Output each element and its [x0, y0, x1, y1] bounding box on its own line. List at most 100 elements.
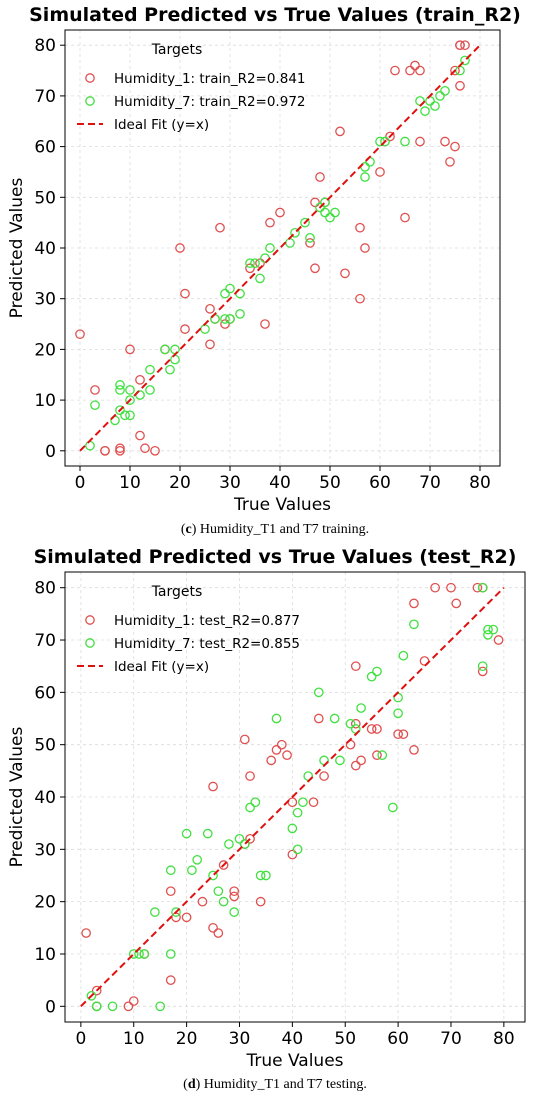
data-point-humidity-7: [220, 314, 230, 324]
data-point-humidity-1: [415, 136, 425, 147]
data-point-humidity-1: [245, 771, 255, 781]
data-point-humidity-1: [356, 755, 366, 766]
y-tick-label: 60: [34, 683, 56, 703]
data-point-humidity-7: [255, 273, 265, 284]
legend-entry-label: Ideal Fit (y=x): [114, 117, 209, 133]
data-point-humidity-7: [320, 197, 330, 208]
data-point-humidity-7: [218, 896, 229, 907]
data-point-humidity-7: [380, 136, 390, 147]
scatter-chart-train: 0 10 20 30 40 50 60 70 80 0 10 20 30 40 50 60 70 80 True V…: [7, 29, 501, 515]
data-point-humidity-1: [409, 745, 419, 755]
legend-entry-label: Humidity_7: test_R2=0.855: [114, 636, 300, 652]
data-point-humidity-7: [125, 385, 135, 395]
x-tick-label: 50: [334, 1029, 356, 1049]
data-point-humidity-7: [171, 907, 181, 917]
data-point-humidity-1: [180, 324, 190, 334]
data-point-humidity-1: [90, 385, 100, 395]
data-point-humidity-1: [440, 136, 450, 147]
data-point-humidity-7: [200, 324, 210, 334]
data-point-humidity-1: [405, 65, 415, 76]
x-tick-label: 50: [319, 473, 341, 493]
data-point-humidity-7: [287, 823, 298, 834]
y-tick-label: 80: [34, 579, 56, 599]
x-tick-label: 30: [229, 1029, 251, 1049]
data-point-humidity-7: [115, 380, 125, 390]
data-point-humidity-1: [390, 65, 400, 76]
data-point-humidity-1: [140, 443, 150, 454]
data-point-humidity-1: [335, 126, 345, 137]
legend-entry-label: Humidity_7: train_R2=0.972: [114, 94, 306, 110]
data-point-humidity-1: [128, 996, 139, 1006]
data-point-humidity-7: [345, 718, 356, 729]
data-point-humidity-1: [360, 243, 370, 253]
data-point-humidity-7: [170, 354, 180, 365]
data-point-humidity-1: [115, 445, 125, 456]
data-point-humidity-1: [450, 65, 460, 76]
data-point-humidity-1: [125, 344, 135, 355]
data-point-humidity-7: [261, 870, 271, 881]
caption-train: (c) Humidity_T1 and T7 training.: [180, 522, 370, 537]
data-point-humidity-1: [260, 319, 270, 329]
data-point-humidity-7: [128, 949, 139, 959]
x-tick-label: 10: [123, 1029, 145, 1049]
data-point-humidity-7: [325, 212, 335, 223]
data-point-humidity-1: [366, 724, 377, 734]
data-point-humidity-1: [229, 886, 240, 897]
data-point-humidity-1: [445, 156, 455, 167]
data-point-humidity-7: [483, 629, 493, 640]
data-point-humidity-1: [205, 303, 215, 314]
y-tick-label: 30: [34, 840, 56, 860]
x-tick-label: 0: [75, 1029, 86, 1049]
data-point-humidity-1: [245, 263, 255, 274]
data-point-humidity-7: [86, 990, 97, 1001]
data-point-humidity-7: [430, 101, 440, 111]
ideal-fit-line: [80, 586, 505, 1008]
data-point-humidity-7: [120, 410, 130, 421]
scatter-chart-test: 0 10 20 30 40 50 60 70 80 0 10 20 30 40 50 60 70 80 True V…: [7, 571, 526, 1070]
data-point-humidity-7: [187, 865, 197, 876]
data-point-humidity-7: [271, 713, 282, 724]
x-tick-label: 0: [75, 473, 86, 493]
chart-title-test: Simulated Predicted vs True Values (test…: [33, 546, 517, 568]
legend-entry-label: Humidity_1: test_R2=0.877: [114, 613, 300, 629]
data-point-humidity-7: [320, 207, 330, 218]
x-tick-label: 40: [282, 1029, 304, 1049]
data-point-humidity-1: [340, 268, 350, 279]
data-point-humidity-7: [250, 797, 261, 808]
legend-swatch-circle: [85, 638, 95, 648]
y-tick-label: 0: [45, 997, 56, 1017]
data-point-humidity-1: [315, 172, 325, 182]
data-point-humidity-1: [477, 666, 488, 677]
data-point-humidity-7: [208, 870, 218, 881]
data-point-humidity-1: [218, 860, 229, 870]
data-point-humidity-1: [282, 750, 292, 760]
data-point-humidity-1: [265, 217, 275, 228]
legend-entry-label: Humidity_1: train_R2=0.841: [114, 71, 306, 87]
data-point-humidity-7: [165, 364, 175, 375]
x-tick-label: 70: [440, 1029, 462, 1049]
data-point-humidity-1: [430, 582, 440, 593]
y-tick-label: 30: [34, 290, 56, 310]
data-point-humidity-7: [165, 865, 176, 876]
y-tick-label: 20: [34, 340, 56, 360]
legend-swatch-circle: [85, 615, 95, 625]
x-tick-label: 30: [219, 473, 241, 493]
data-point-humidity-7: [455, 65, 465, 76]
legend-swatch-circle: [85, 96, 95, 106]
data-point-humidity-1: [208, 781, 218, 792]
y-tick-label: 80: [34, 36, 56, 56]
data-point-humidity-7: [377, 750, 388, 760]
data-point-humidity-7: [181, 828, 192, 839]
data-point-humidity-1: [355, 293, 365, 304]
data-point-humidity-1: [472, 582, 483, 593]
data-point-humidity-7: [107, 1001, 118, 1012]
data-point-humidity-1: [239, 734, 250, 745]
data-point-humidity-1: [310, 197, 320, 208]
data-point-humidity-7: [330, 207, 340, 218]
data-point-humidity-1: [409, 598, 419, 609]
data-point-humidity-1: [220, 319, 230, 329]
legend-title: Targets: [151, 584, 203, 600]
data-point-humidity-7: [225, 283, 235, 294]
data-point-humidity-1: [455, 40, 465, 51]
data-point-humidity-7: [488, 624, 499, 635]
